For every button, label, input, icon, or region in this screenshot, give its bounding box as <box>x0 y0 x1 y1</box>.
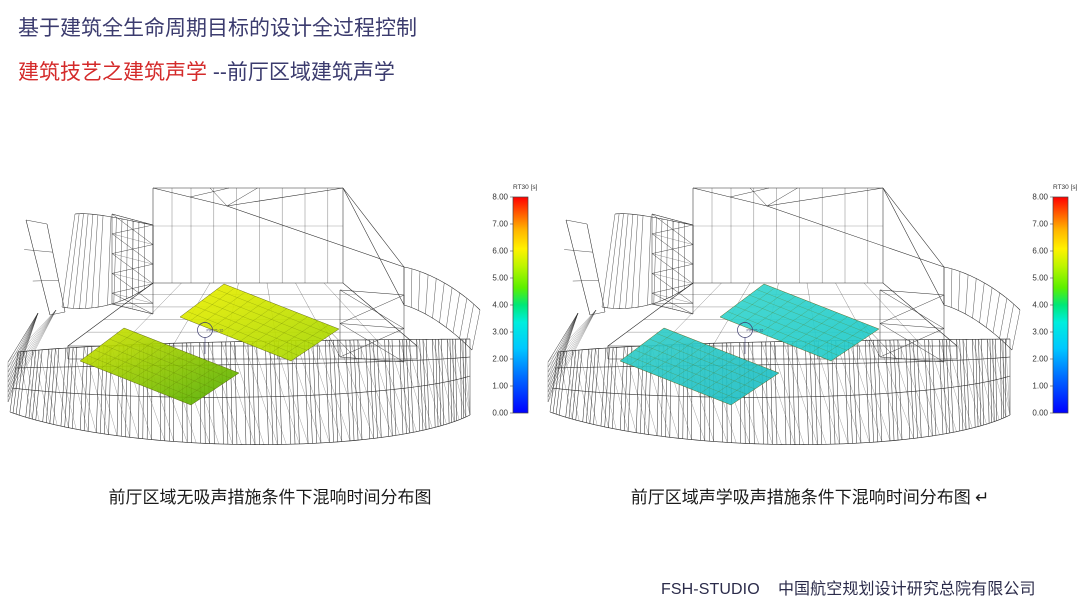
svg-text:6.00: 6.00 <box>492 247 508 256</box>
svg-text:RT30 [s]: RT30 [s] <box>1053 184 1078 191</box>
svg-text:3.00: 3.00 <box>1032 328 1048 337</box>
svg-text:4.00: 4.00 <box>1032 301 1048 310</box>
svg-text:2.00: 2.00 <box>1032 355 1048 364</box>
svg-text:1.00: 1.00 <box>492 382 508 391</box>
svg-text:0.00: 0.00 <box>1032 409 1048 418</box>
svg-text:1.00: 1.00 <box>1032 382 1048 391</box>
svg-text:7.00: 7.00 <box>492 220 508 229</box>
svg-text:2.00: 2.00 <box>492 355 508 364</box>
svg-text:5.00: 5.00 <box>492 274 508 283</box>
svg-text:6.00: 6.00 <box>1032 247 1048 256</box>
svg-text:Pt#221-12: Pt#221-12 <box>747 329 764 333</box>
svg-text:0.00: 0.00 <box>492 409 508 418</box>
svg-text:4.00: 4.00 <box>492 301 508 310</box>
svg-text:8.00: 8.00 <box>492 193 508 202</box>
svg-text:8.00: 8.00 <box>1032 193 1048 202</box>
svg-text:7.00: 7.00 <box>1032 220 1048 229</box>
svg-text:3.00: 3.00 <box>492 328 508 337</box>
svg-text:RT30 [s]: RT30 [s] <box>513 184 538 191</box>
svg-text:5.00: 5.00 <box>1032 274 1048 283</box>
svg-text:Pt#221-12: Pt#221-12 <box>207 329 224 333</box>
